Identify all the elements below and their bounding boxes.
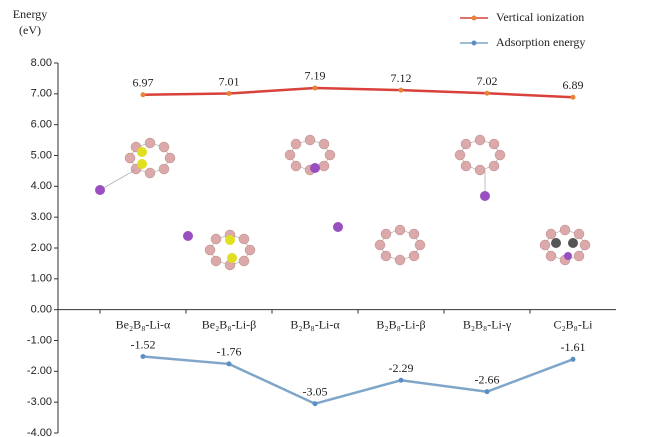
y-tick-label: -3.00 xyxy=(27,396,52,408)
value-label: -1.52 xyxy=(131,337,156,351)
y-tick-label: 8.00 xyxy=(31,57,52,69)
y-tick-label: -2.00 xyxy=(27,365,52,377)
value-label: 7.12 xyxy=(391,71,412,85)
point xyxy=(399,378,404,383)
point xyxy=(485,91,490,96)
legend-label: Adsorption energy xyxy=(496,35,585,49)
point xyxy=(313,401,318,406)
value-label: -2.29 xyxy=(389,361,414,375)
value-label: -2.66 xyxy=(475,372,500,386)
y-tick-label: 5.00 xyxy=(31,149,52,161)
legend-marker xyxy=(472,41,477,46)
y-tick-label: -4.00 xyxy=(27,427,52,437)
point xyxy=(141,354,146,359)
y-tick-label: 2.00 xyxy=(31,242,52,254)
x-tick-label: B₂B₈-Li-β xyxy=(376,317,425,331)
value-label: -3.05 xyxy=(303,384,328,398)
y-tick-label: 4.00 xyxy=(31,180,52,192)
point xyxy=(313,85,318,90)
legend-marker xyxy=(472,16,477,21)
point xyxy=(227,91,232,96)
y-axis-label: (eV) xyxy=(19,23,41,37)
y-tick-label: 7.00 xyxy=(31,88,52,100)
point xyxy=(141,92,146,97)
x-tick-label: B₂B₈-Li-γ xyxy=(463,317,512,331)
value-label: 7.19 xyxy=(305,69,326,83)
x-tick-label: Be₂B₈-Li-α xyxy=(116,317,171,331)
x-tick-label: Be₂B₈-Li-β xyxy=(202,317,256,331)
value-label: -1.76 xyxy=(217,345,242,359)
point xyxy=(571,95,576,100)
y-tick-label: 3.00 xyxy=(31,211,52,223)
y-axis-label: Energy xyxy=(13,7,47,21)
y-tick-label: 1.00 xyxy=(31,273,52,285)
x-tick-label: B₂B₈-Li-α xyxy=(290,317,340,331)
value-label: 7.02 xyxy=(477,74,498,88)
chart: Energy (eV) -4.00 -3.00 -2.00 -1.00 0.00 1.00 2.… xyxy=(0,0,649,437)
molecule-illustrations xyxy=(95,135,590,270)
point xyxy=(485,389,490,394)
value-label: -1.61 xyxy=(561,340,586,354)
legend-label: Vertical ionization xyxy=(496,10,584,24)
point xyxy=(571,357,576,362)
series-line xyxy=(143,357,573,404)
x-tick-label: C₂B₈-Li xyxy=(553,317,593,331)
point xyxy=(399,88,404,93)
y-tick-label: -1.00 xyxy=(27,334,52,346)
value-label: 6.89 xyxy=(563,78,584,92)
value-label: 6.97 xyxy=(133,76,154,90)
y-tick-label: 6.00 xyxy=(31,119,52,131)
value-label: 7.01 xyxy=(219,74,240,88)
point xyxy=(227,361,232,366)
series-line xyxy=(143,88,573,97)
y-tick-label: 0.00 xyxy=(31,304,52,316)
